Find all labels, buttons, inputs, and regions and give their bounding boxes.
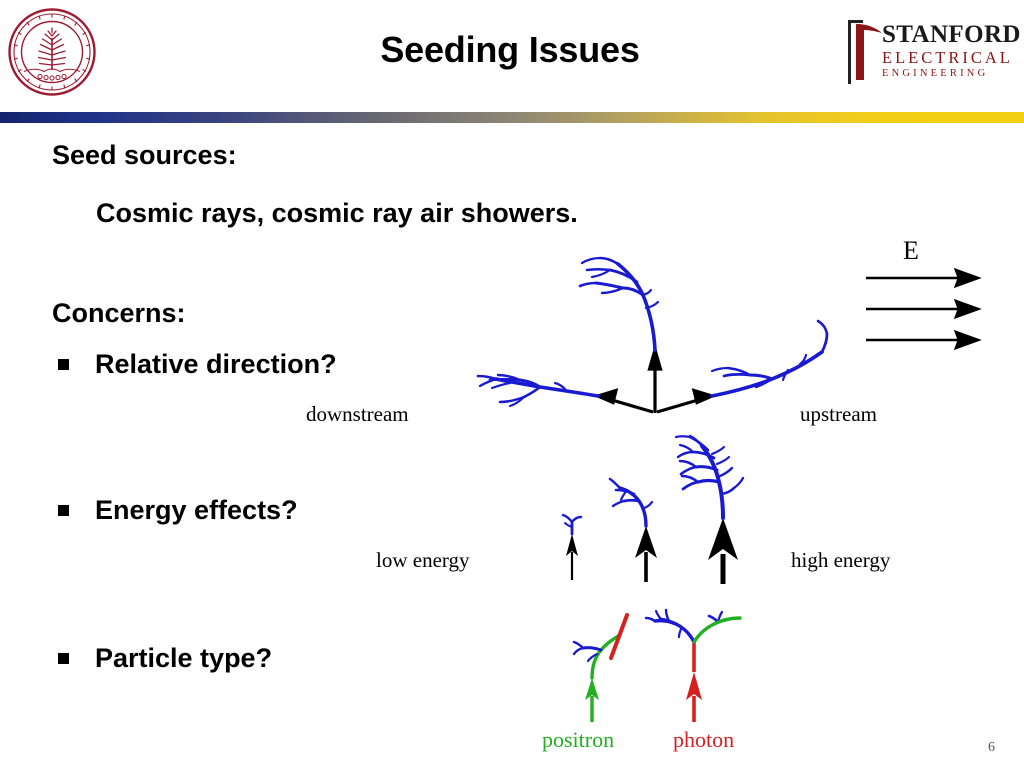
- concerns-heading: Concerns:: [52, 298, 186, 328]
- bullet-energy-effects: Energy effects?: [58, 495, 298, 526]
- energy-effects-diagram: [561, 434, 745, 584]
- logo-engineering-text: ENGINEERING: [882, 68, 989, 79]
- label-high-energy: high energy: [791, 548, 891, 572]
- square-bullet-icon: [58, 505, 69, 516]
- positron-secondary-line-icon: [609, 613, 629, 660]
- page-number: 6: [988, 740, 995, 755]
- medium-energy-arrow-icon: [608, 477, 657, 582]
- streamer-up-icon: [578, 256, 660, 352]
- label-positron: positron: [542, 727, 615, 752]
- label-downstream: downstream: [306, 402, 409, 426]
- efield-label: E: [903, 236, 919, 265]
- header-divider-bar: [0, 112, 1024, 123]
- bullet-label: Energy effects?: [95, 495, 298, 525]
- bullet-label: Particle type?: [95, 643, 273, 673]
- streamer-right-icon: [710, 319, 829, 398]
- seed-sources-heading: Seed sources:: [52, 140, 237, 170]
- streamer-left-icon: [476, 373, 600, 408]
- bullet-label: Relative direction?: [95, 349, 337, 379]
- bullet-particle-type: Particle type?: [58, 643, 272, 674]
- square-bullet-icon: [58, 653, 69, 664]
- stanford-seal-logo: [8, 8, 96, 96]
- photon-track-icon: [644, 608, 742, 722]
- label-upstream: upstream: [800, 402, 877, 426]
- electric-field-arrows-icon: [866, 267, 982, 351]
- slide-header: Seeding Issues STANFORD ELECTRICAL ENGIN…: [0, 0, 1024, 112]
- bullet-relative-direction: Relative direction?: [58, 349, 337, 380]
- square-bullet-icon: [58, 359, 69, 370]
- logo-electrical-text: ELECTRICAL: [882, 48, 1013, 67]
- particle-type-diagram: [572, 608, 742, 722]
- label-photon: photon: [673, 727, 735, 752]
- direction-arrows-icon: [593, 344, 717, 414]
- logo-stanford-text: STANFORD: [882, 21, 1021, 48]
- stanford-ee-logo: STANFORD ELECTRICAL ENGINEERING: [846, 16, 1020, 94]
- seed-sources-detail: Cosmic rays, cosmic ray air showers.: [96, 198, 578, 228]
- slide-title: Seeding Issues: [380, 29, 640, 70]
- low-energy-arrow-icon: [561, 513, 583, 580]
- high-energy-arrow-icon: [674, 434, 745, 584]
- label-low-energy: low energy: [376, 548, 470, 572]
- positron-track-icon: [572, 613, 629, 722]
- logo-bracket-icon: [848, 20, 882, 84]
- relative-direction-diagram: [476, 256, 829, 414]
